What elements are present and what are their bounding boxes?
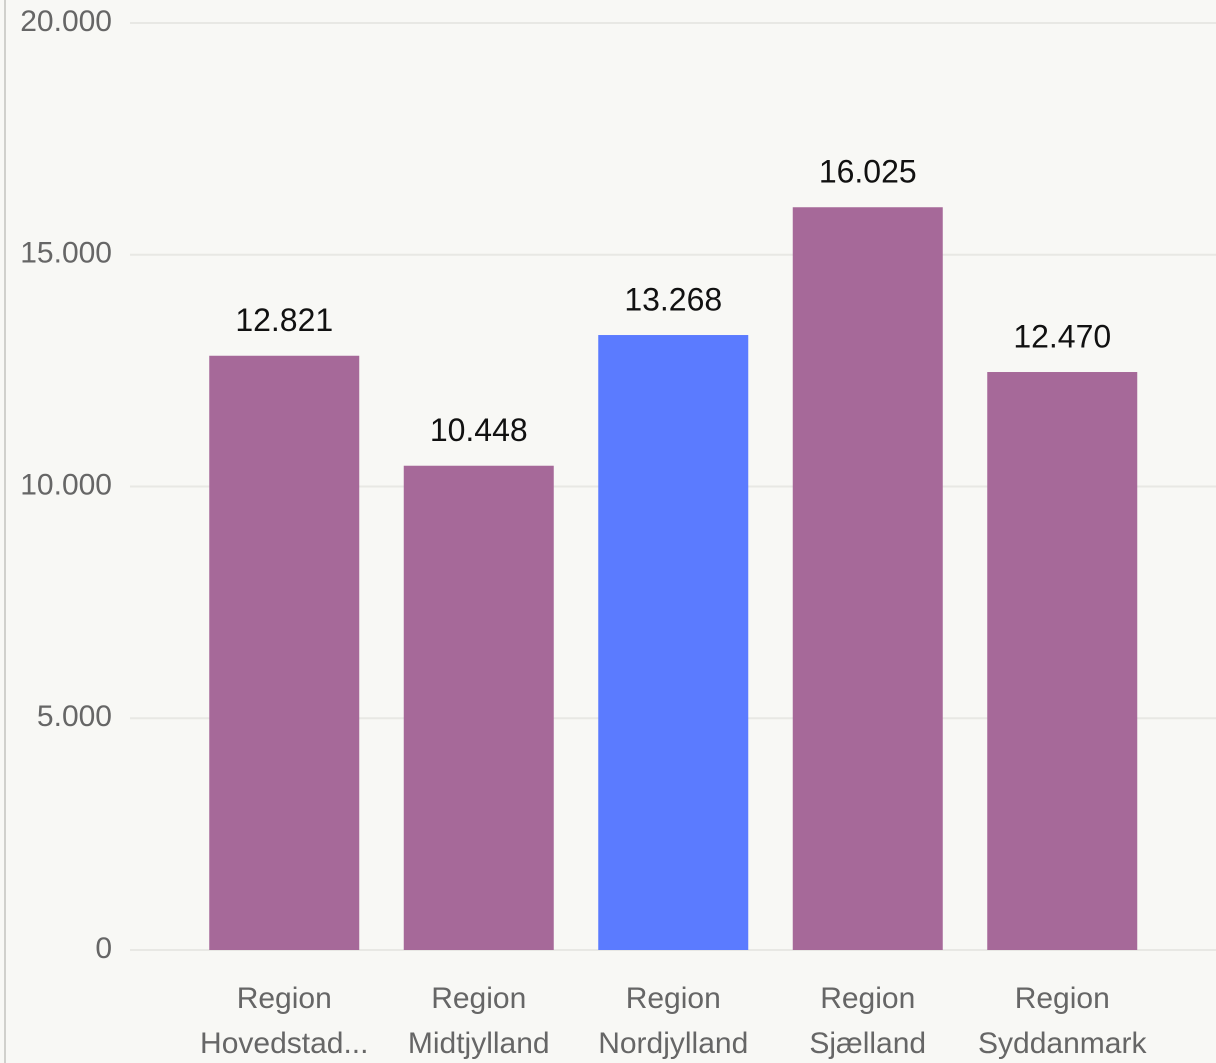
x-tick-label: Region Nordjylland bbox=[598, 982, 749, 1060]
y-tick-label: 5.000 bbox=[37, 700, 112, 733]
x-tick-label: Region Midtjylland bbox=[407, 982, 550, 1060]
value-label: 13.268 bbox=[624, 281, 722, 317]
value-label: 12.470 bbox=[1013, 318, 1111, 354]
y-tick-label: 10.000 bbox=[20, 468, 112, 501]
bar bbox=[209, 355, 360, 950]
y-tick-label: 15.000 bbox=[20, 237, 112, 270]
x-tick-label: Region Hovedstad... bbox=[200, 982, 369, 1060]
y-tick-label: 0 bbox=[95, 932, 112, 965]
bar bbox=[403, 465, 554, 950]
y-tick-label: 20.000 bbox=[20, 5, 112, 38]
value-label: 12.821 bbox=[235, 302, 333, 338]
bar bbox=[792, 207, 943, 950]
x-tick-label: Region Sjælland bbox=[809, 982, 927, 1060]
bar bbox=[987, 372, 1138, 950]
value-label: 16.025 bbox=[819, 154, 917, 190]
value-label: 10.448 bbox=[430, 412, 528, 448]
bar bbox=[598, 335, 749, 950]
x-tick-label: Region Syddanmark bbox=[978, 982, 1147, 1060]
